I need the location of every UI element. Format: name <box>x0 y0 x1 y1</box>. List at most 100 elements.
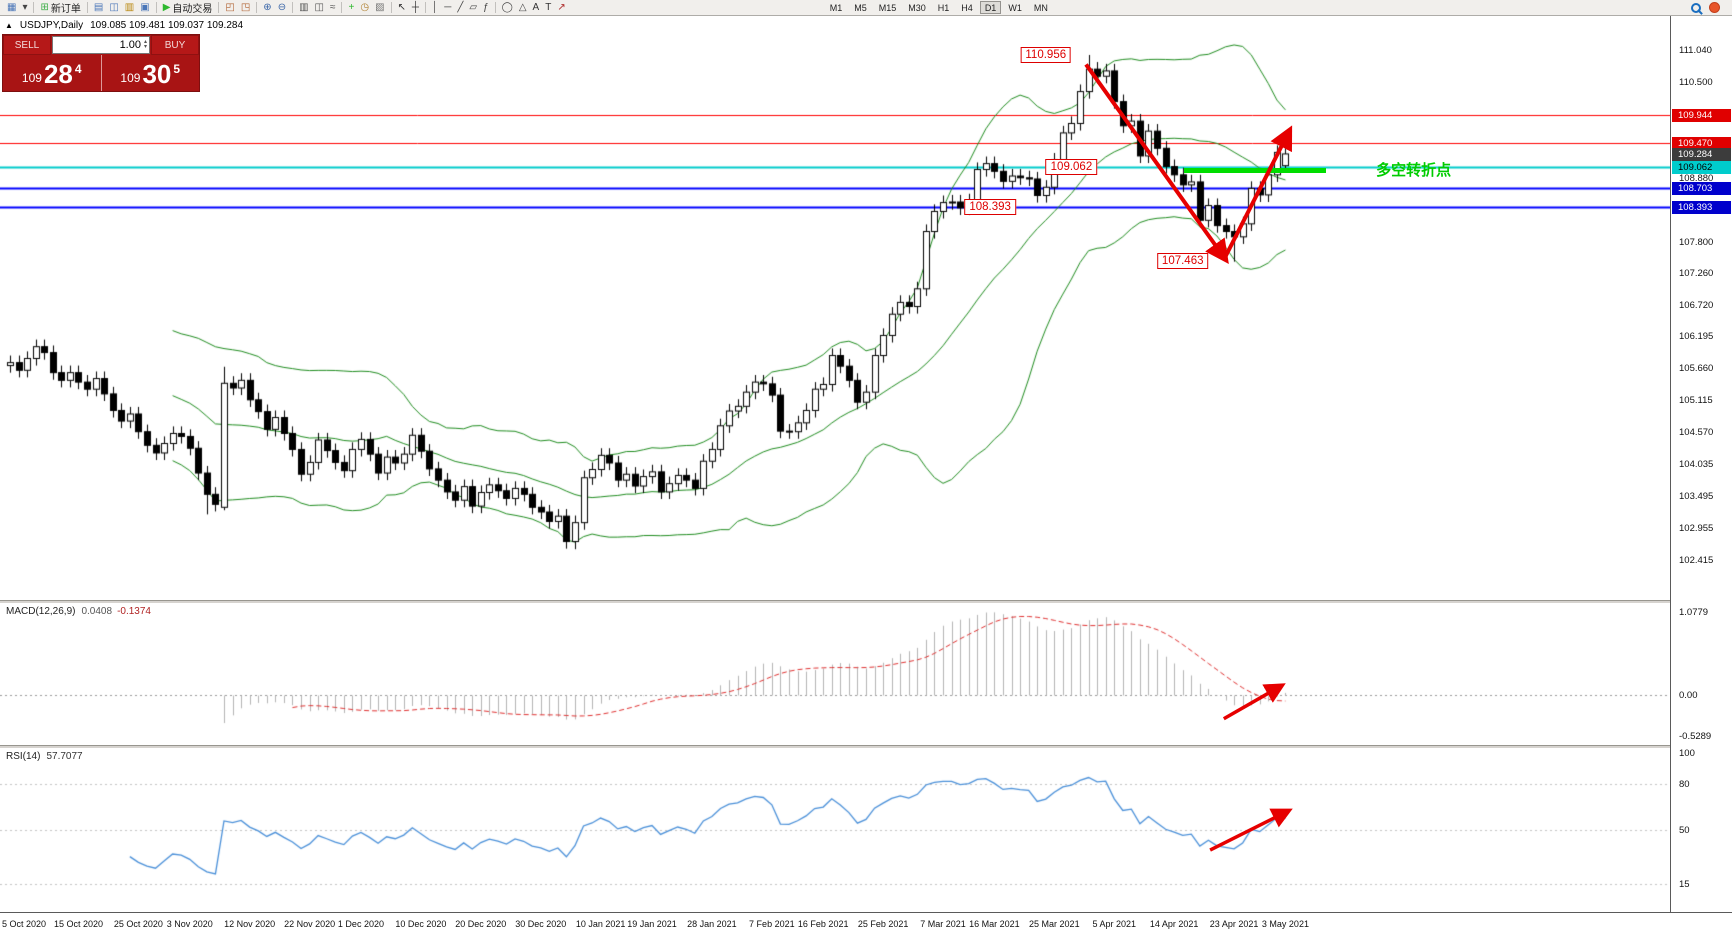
cursor-icon[interactable]: ↖ <box>397 1 406 13</box>
collapse-chart-icon[interactable]: ▲ <box>5 21 13 30</box>
time-label: 16 Mar 2021 <box>969 919 1020 929</box>
zoom-in-icon[interactable]: ⊕ <box>263 1 272 13</box>
text-icon[interactable]: A <box>532 1 540 13</box>
toolbar-separator <box>218 2 220 13</box>
timeframe-button-MN[interactable]: MN <box>1033 3 1048 13</box>
cn-annotation-label[interactable]: 多空转折点 <box>1376 161 1452 179</box>
label-icon[interactable]: T <box>545 1 552 13</box>
trendline-icon[interactable]: ╱ <box>457 1 464 13</box>
bid-price[interactable]: 109 28 4 <box>3 55 101 91</box>
toolbar-separator <box>341 2 343 13</box>
toolbar-separator <box>292 2 294 13</box>
channel-icon[interactable]: ▱ <box>469 1 478 13</box>
price-tick: 106.195 <box>1679 331 1714 343</box>
price-axis[interactable]: 111.040 110.500 108.880 107.800 107.260 106.7… <box>1670 16 1732 912</box>
ellipse-icon[interactable]: ◯ <box>501 1 513 13</box>
time-label: 10 Dec 2020 <box>395 919 447 929</box>
timeframe-button-M15[interactable]: M15 <box>878 3 897 13</box>
rsi-label: RSI(14) 57.7077 <box>6 751 83 762</box>
timeframe-button-M30[interactable]: M30 <box>908 3 926 13</box>
templates-icon[interactable]: ▨ <box>375 1 385 13</box>
panel-divider[interactable] <box>0 745 1732 748</box>
stepper-up-icon[interactable]: ▴ <box>143 39 147 45</box>
terminal-icon[interactable]: ▣ <box>140 1 150 13</box>
panel-divider[interactable] <box>0 600 1732 603</box>
timeframe-button-M5[interactable]: M5 <box>854 3 867 13</box>
time-label: 1 Dec 2020 <box>337 919 384 929</box>
arrows-icon[interactable]: ↗ <box>557 1 566 13</box>
stepper-down-icon[interactable]: ▾ <box>143 44 147 50</box>
support-line[interactable] <box>1184 168 1326 174</box>
price-tick: 108.880 <box>1679 172 1714 184</box>
volume-input[interactable]: 1.00 ▴ ▾ <box>52 36 150 54</box>
timeframe-toolbar: M1 M5 M15 M30 H1 H4 D1 W1 MN <box>824 1 1054 14</box>
rsi-title: RSI(14) <box>6 751 41 762</box>
chart-window-icon[interactable]: ▦ <box>7 1 17 13</box>
new-order-button[interactable]: ⊞ 新订单 <box>40 1 81 16</box>
time-label: 25 Mar 2021 <box>1029 919 1080 929</box>
data-window-icon[interactable]: ◫ <box>109 1 119 13</box>
symbol-name: USDJPY,Daily <box>19 20 84 31</box>
time-label: 16 Feb 2021 <box>797 919 849 929</box>
bar-chart-icon[interactable]: ▥ <box>299 1 309 13</box>
candlestick-chart-icon[interactable]: ◫ <box>314 1 324 13</box>
time-label: 25 Feb 2021 <box>857 919 909 929</box>
time-label: 10 Jan 2021 <box>575 919 626 929</box>
buy-button[interactable]: BUY <box>151 35 199 55</box>
line-chart-icon[interactable]: ≈ <box>329 1 336 13</box>
price-tick: 103.495 <box>1679 490 1714 502</box>
price-annotation[interactable]: 107.463 <box>1156 253 1209 270</box>
market-watch-icon[interactable]: ▤ <box>93 1 104 13</box>
indicators-icon[interactable]: + <box>348 1 355 13</box>
toolbar-separator <box>494 2 496 13</box>
ask-sup: 5 <box>173 62 181 76</box>
volume-stepper[interactable]: ▴ ▾ <box>143 39 147 50</box>
price-annotation[interactable]: 110.956 <box>1020 47 1072 64</box>
ask-price[interactable]: 109 30 5 <box>102 55 200 91</box>
rsi-value: 57.7077 <box>46 751 83 762</box>
timeframe-button-H1[interactable]: H1 <box>937 3 950 13</box>
time-label: 3 Nov 2020 <box>166 919 213 929</box>
price-chart-canvas[interactable] <box>0 16 1670 600</box>
macd-canvas[interactable] <box>0 603 1670 745</box>
horizontal-line-icon[interactable]: ─ <box>444 1 452 13</box>
toolbar-separator <box>425 2 426 13</box>
periods-icon[interactable]: ◷ <box>360 1 370 13</box>
main-chart-panel: ▲ USDJPY,Daily 109.085 109.481 109.037 1… <box>0 16 1670 600</box>
bid-big: 28 <box>43 59 73 89</box>
time-label: 7 Mar 2021 <box>920 919 966 929</box>
symbol-ohlc: 109.085 109.481 109.037 109.284 <box>90 20 244 31</box>
price-annotation[interactable]: 108.393 <box>964 198 1016 215</box>
auto-trading-button-label: 自动交易 <box>172 4 213 15</box>
current-price-tag: 109.284 <box>1672 147 1731 161</box>
rsi-axis-tick: 80 <box>1679 778 1690 790</box>
timeframe-button-H4[interactable]: H4 <box>961 3 973 13</box>
bid-prefix: 109 <box>21 71 42 85</box>
vertical-line-icon[interactable]: │ <box>432 1 439 13</box>
crosshair-icon[interactable]: ┼ <box>411 1 419 13</box>
chevron-down-icon[interactable]: ▾ <box>22 1 28 13</box>
fibonacci-icon[interactable]: ƒ <box>483 1 489 13</box>
triangle-icon[interactable]: △ <box>518 1 527 13</box>
rsi-canvas[interactable] <box>0 748 1670 912</box>
timeframe-button-D1[interactable]: D1 <box>979 1 1002 14</box>
cascade-windows-icon[interactable]: ◳ <box>240 1 251 13</box>
timeframe-button-M1[interactable]: M1 <box>829 3 843 13</box>
timeframe-button-W1[interactable]: W1 <box>1008 3 1022 13</box>
zoom-out-icon[interactable]: ⊖ <box>277 1 287 13</box>
tile-windows-icon[interactable]: ◰ <box>225 1 235 13</box>
macd-axis-tick: -0.5289 <box>1679 730 1712 742</box>
search-icon[interactable] <box>1691 2 1701 13</box>
price-annotation[interactable]: 109.062 <box>1045 159 1098 176</box>
sell-button[interactable]: SELL <box>3 35 51 55</box>
navigator-icon[interactable]: ▥ <box>124 1 135 13</box>
price-tick: 104.035 <box>1679 458 1714 470</box>
time-axis[interactable]: 5 Oct 2020 15 Oct 2020 25 Oct 2020 3 Nov 20… <box>0 912 1732 940</box>
auto-trading-button[interactable]: ▶ 自动交易 <box>162 1 213 16</box>
rsi-axis-tick: 50 <box>1679 825 1690 836</box>
alert-icon[interactable] <box>1709 2 1720 13</box>
time-label: 30 Dec 2020 <box>515 919 567 929</box>
symbol-info: ▲ USDJPY,Daily 109.085 109.481 109.037 1… <box>5 20 243 31</box>
volume-value: 1.00 <box>119 39 141 51</box>
